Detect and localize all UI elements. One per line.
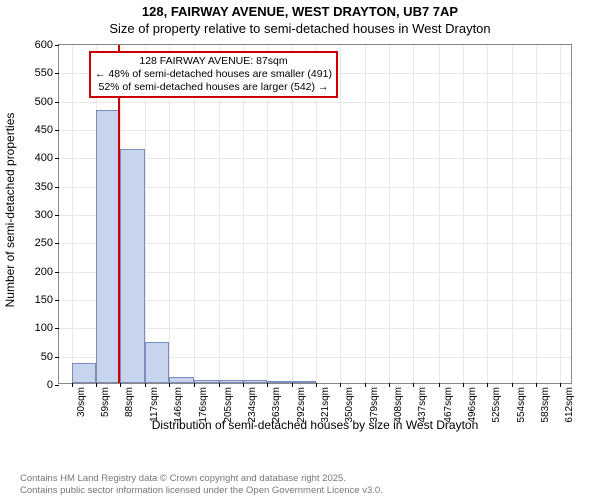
y-tick-mark — [55, 130, 59, 131]
chart-title-block: 128, FAIRWAY AVENUE, WEST DRAYTON, UB7 7… — [0, 0, 600, 36]
x-tick-mark — [72, 383, 73, 387]
histogram-bar — [267, 381, 291, 383]
histogram-bar — [72, 363, 96, 383]
plot-area: 05010015020025030035040045050055060030sq… — [58, 44, 572, 384]
gridline-v — [536, 45, 537, 383]
y-tick-label: 150 — [35, 294, 53, 306]
x-tick-mark — [120, 383, 121, 387]
highlight-callout: 128 FAIRWAY AVENUE: 87sqm← 48% of semi-d… — [89, 51, 338, 98]
y-tick-label: 500 — [35, 96, 53, 108]
histogram-bar — [96, 110, 120, 383]
x-tick-mark — [292, 383, 293, 387]
callout-line: 128 FAIRWAY AVENUE: 87sqm — [95, 55, 332, 68]
x-tick-mark — [512, 383, 513, 387]
y-tick-mark — [55, 102, 59, 103]
histogram-bar — [292, 381, 316, 383]
gridline-v — [487, 45, 488, 383]
footer-line1: Contains HM Land Registry data © Crown c… — [20, 473, 383, 484]
gridline-h — [59, 102, 571, 103]
y-tick-label: 350 — [35, 181, 53, 193]
footer-line2: Contains public sector information licen… — [20, 485, 383, 496]
y-tick-mark — [55, 187, 59, 188]
histogram-bar — [145, 342, 169, 383]
x-tick-mark — [463, 383, 464, 387]
x-tick-mark — [145, 383, 146, 387]
x-tick-mark — [389, 383, 390, 387]
x-tick-mark — [219, 383, 220, 387]
histogram-bar — [120, 149, 144, 383]
y-tick-mark — [55, 300, 59, 301]
x-tick-label: 59sqm — [100, 387, 111, 417]
y-tick-label: 250 — [35, 237, 53, 249]
y-tick-mark — [55, 158, 59, 159]
y-tick-label: 200 — [35, 266, 53, 278]
chart-container: 05010015020025030035040045050055060030sq… — [58, 44, 572, 424]
y-tick-mark — [55, 272, 59, 273]
callout-line: 52% of semi-detached houses are larger (… — [95, 81, 332, 94]
gridline-v — [463, 45, 464, 383]
y-tick-mark — [55, 328, 59, 329]
gridline-v — [340, 45, 341, 383]
x-tick-mark — [169, 383, 170, 387]
histogram-bar — [194, 380, 218, 383]
gridline-h — [59, 130, 571, 131]
footer-attribution: Contains HM Land Registry data © Crown c… — [20, 473, 383, 496]
gridline-v — [389, 45, 390, 383]
y-tick-label: 400 — [35, 152, 53, 164]
x-tick-mark — [439, 383, 440, 387]
x-tick-mark — [560, 383, 561, 387]
y-tick-mark — [55, 215, 59, 216]
y-tick-mark — [55, 73, 59, 74]
y-tick-label: 100 — [35, 322, 53, 334]
x-axis-label: Distribution of semi-detached houses by … — [58, 418, 572, 432]
y-tick-mark — [55, 357, 59, 358]
x-tick-mark — [316, 383, 317, 387]
y-tick-mark — [55, 243, 59, 244]
gridline-v — [413, 45, 414, 383]
title-address: 128, FAIRWAY AVENUE, WEST DRAYTON, UB7 7… — [0, 4, 600, 19]
title-subtitle: Size of property relative to semi-detach… — [0, 21, 600, 36]
y-tick-label: 600 — [35, 39, 53, 51]
y-tick-mark — [55, 45, 59, 46]
x-tick-label: 88sqm — [124, 387, 135, 417]
gridline-v — [439, 45, 440, 383]
gridline-v — [365, 45, 366, 383]
y-tick-mark — [55, 385, 59, 386]
gridline-v — [512, 45, 513, 383]
y-tick-label: 550 — [35, 67, 53, 79]
gridline-v — [72, 45, 73, 383]
x-tick-mark — [194, 383, 195, 387]
x-tick-label: 30sqm — [76, 387, 87, 417]
x-tick-mark — [340, 383, 341, 387]
x-tick-mark — [267, 383, 268, 387]
x-tick-mark — [487, 383, 488, 387]
histogram-bar — [169, 377, 194, 383]
x-tick-label: 117sqm — [149, 387, 160, 422]
callout-line: ← 48% of semi-detached houses are smalle… — [95, 68, 332, 81]
x-tick-mark — [243, 383, 244, 387]
y-tick-label: 450 — [35, 124, 53, 136]
x-tick-mark — [365, 383, 366, 387]
histogram-bar — [243, 380, 267, 383]
x-tick-mark — [96, 383, 97, 387]
y-tick-label: 0 — [47, 379, 53, 391]
x-tick-mark — [413, 383, 414, 387]
x-tick-mark — [536, 383, 537, 387]
y-axis-label: Number of semi-detached properties — [3, 113, 17, 308]
gridline-v — [560, 45, 561, 383]
y-tick-label: 50 — [41, 351, 53, 363]
histogram-bar — [219, 380, 243, 383]
y-tick-label: 300 — [35, 209, 53, 221]
